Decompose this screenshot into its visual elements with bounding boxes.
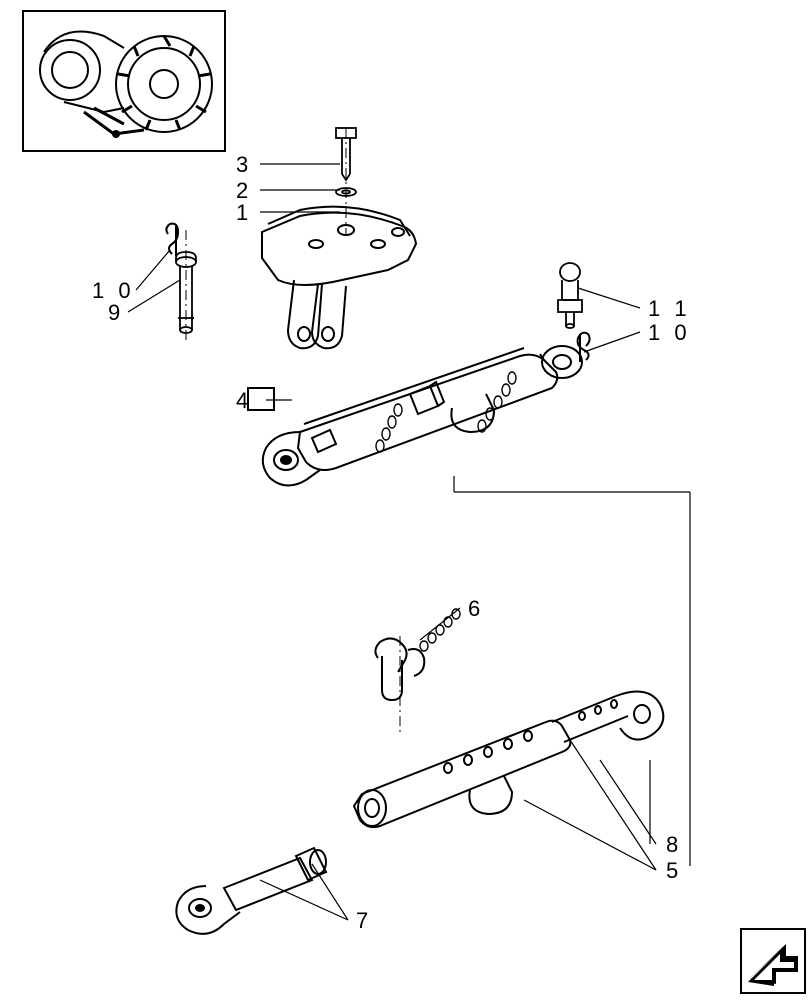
callout-6: 6 bbox=[468, 596, 484, 622]
callout-1: 1 bbox=[236, 200, 252, 226]
diagram-svg bbox=[0, 0, 812, 1000]
callout-3: 3 bbox=[236, 152, 252, 178]
callout-10b: 1 0 bbox=[648, 320, 691, 346]
callout-7: 7 bbox=[356, 908, 372, 934]
page-root: 3 2 1 1 0 9 4 1 1 1 0 6 8 5 7 bbox=[0, 0, 812, 1000]
callout-9: 9 bbox=[108, 300, 124, 326]
next-page-arrow-icon bbox=[742, 930, 804, 992]
callout-5: 5 bbox=[666, 858, 682, 884]
callout-8: 8 bbox=[666, 832, 682, 858]
next-page-box[interactable] bbox=[740, 928, 806, 994]
callout-4: 4 bbox=[236, 388, 252, 414]
callout-11: 1 1 bbox=[648, 296, 691, 322]
